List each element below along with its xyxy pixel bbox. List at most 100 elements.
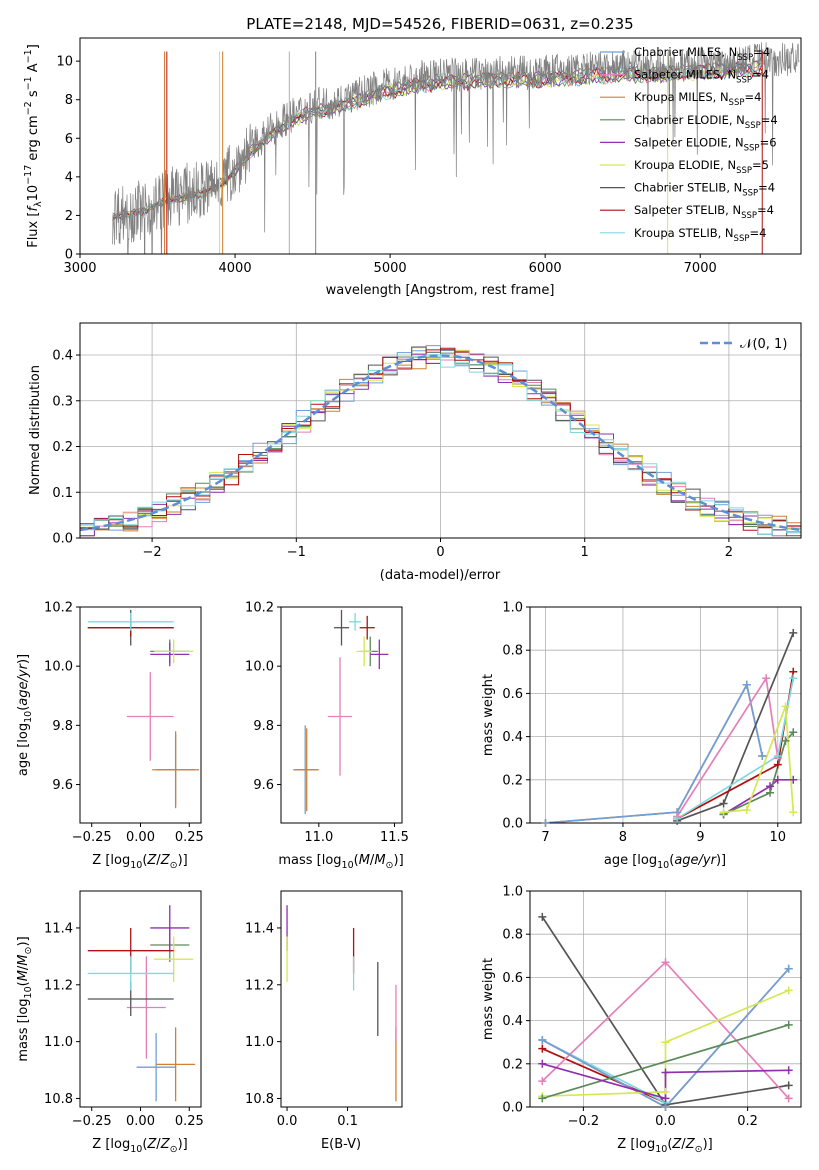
model-spectrum <box>112 61 763 221</box>
weight-vs-metallicity-panel: −0.2 0.0 0.2 0.0 0.2 0.4 0.6 0.8 1.0 mass weight Z… <box>481 885 802 1155</box>
weight-marker <box>773 775 782 784</box>
y-tick-label: 0.0 <box>52 532 73 547</box>
legend-entry: Kroupa ELODIE, NSSP=5 <box>634 158 769 176</box>
figure-title: PLATE=2148, MJD=54526, FIBERID=0631, z=0… <box>246 15 633 33</box>
residual-histogram <box>80 347 801 531</box>
x-tick-label: 0.25 <box>175 1114 204 1129</box>
residual-histogram <box>80 346 801 537</box>
x-axis-label: Z [log10(Z/Z⊙)] <box>92 853 187 871</box>
plot-area <box>545 632 795 823</box>
weight-marker <box>784 964 793 973</box>
y-tick-label: 1.0 <box>502 885 523 900</box>
residual-histogram <box>80 354 801 535</box>
age-vs-metallicity-panel: −0.25 0.00 0.25 9.6 9.8 10.0 10.2 Z [log10(Z/Z⊙… <box>16 601 204 872</box>
x-tick-label: 8 <box>619 830 627 845</box>
x-tick-label: 0.00 <box>126 830 155 845</box>
y-tick-label: 0.2 <box>502 1057 523 1072</box>
weight-marker <box>784 1081 793 1090</box>
legend-entry: Salpeter ELODIE, NSSP=6 <box>634 135 777 153</box>
y-tick-label: 10.8 <box>245 1092 274 1107</box>
y-tick-label: 0.6 <box>502 687 523 702</box>
legend-entry: Chabrier STELIB, NSSP=4 <box>634 181 775 199</box>
x-tick-label: −0.25 <box>72 1114 112 1129</box>
y-axis-label: mass weight <box>481 674 496 756</box>
weight-marker <box>762 674 771 683</box>
weight-marker <box>784 1094 793 1103</box>
x-tick-label: −2 <box>143 545 162 560</box>
legend-entry: Salpeter MILES, NSSP=4 <box>634 68 769 86</box>
axes-frame <box>280 890 403 1108</box>
mass-vs-metallicity-panel: −0.25 0.00 0.25 10.8 11.0 11.2 11.4 Z [log10(Z/… <box>16 890 204 1155</box>
y-tick-label: 11.0 <box>245 1035 274 1050</box>
weight-marker <box>661 1068 670 1077</box>
residuals-panel: −2 −1 0 1 2 0.0 0.1 0.2 0.3 0.4 𝒩(0, 1) (data-model… <box>28 322 802 583</box>
y-tick-label: 0.4 <box>52 349 73 364</box>
y-tick-label: 11.2 <box>245 978 274 993</box>
weight-marker <box>789 808 798 817</box>
weight-series <box>541 968 790 1107</box>
weight-marker <box>661 1103 670 1111</box>
x-tick-label: −1 <box>287 545 306 560</box>
legend-entry: Chabrier MILES, NSSP=4 <box>634 45 770 63</box>
x-tick-label: 0.25 <box>175 830 204 845</box>
x-tick-label: 6000 <box>529 261 562 276</box>
weight-marker <box>784 986 793 995</box>
y-tick-label: 9.6 <box>52 778 73 793</box>
plot-area <box>293 609 389 815</box>
weight-marker <box>758 752 767 761</box>
x-tick-label: 0.2 <box>737 1114 758 1129</box>
y-tick-label: 10.8 <box>44 1092 73 1107</box>
plot-area <box>286 905 397 1102</box>
y-tick-label: 10.0 <box>44 660 73 675</box>
y-tick-label: 0.0 <box>502 1101 523 1116</box>
legend-entry: Salpeter STELIB, NSSP=4 <box>634 203 774 221</box>
weight-marker <box>789 775 798 784</box>
residual-histogram <box>80 345 801 537</box>
age-vs-mass-panel: 11.0 11.5 9.6 9.8 10.0 10.2 mass [log10(M/M⊙)] <box>245 601 409 872</box>
y-tick-label: 0.3 <box>52 394 73 409</box>
weight-series <box>542 1062 789 1100</box>
weight-marker <box>541 819 550 827</box>
x-tick-label: 3000 <box>63 261 96 276</box>
y-tick-label: 0 <box>65 248 73 263</box>
weight-marker <box>781 736 790 745</box>
y-tick-label: 0.6 <box>502 971 523 986</box>
y-axis-label: age [log10(age/yr)] <box>16 654 34 776</box>
x-axis-label: wavelength [Angstrom, rest frame] <box>326 283 555 298</box>
weight-series <box>545 682 764 823</box>
y-tick-label: 0.8 <box>502 928 523 943</box>
weight-marker <box>538 1077 547 1086</box>
weight-series <box>723 706 795 814</box>
y-tick-label: 11.4 <box>245 921 274 936</box>
plot-area <box>112 42 800 254</box>
axes-frame <box>79 606 202 824</box>
weight-marker <box>719 808 728 817</box>
x-tick-label: 0.1 <box>337 1114 358 1129</box>
x-tick-label: 7000 <box>684 261 717 276</box>
axes-frame <box>529 606 802 824</box>
y-tick-label: 10.2 <box>245 601 274 616</box>
x-axis-label: E(B-V) <box>321 1137 361 1152</box>
y-tick-label: 11.2 <box>44 978 73 993</box>
x-tick-label: 0 <box>436 545 444 560</box>
weight-marker <box>742 806 751 815</box>
legend-entry: Chabrier ELODIE, NSSP=4 <box>634 113 778 131</box>
weight-marker <box>661 1094 670 1103</box>
y-axis-label: mass weight <box>481 958 496 1040</box>
x-tick-label: 10 <box>769 830 786 845</box>
y-tick-label: 1.0 <box>502 601 523 616</box>
x-axis-label: (data-model)/error <box>380 568 501 583</box>
weight-series <box>545 682 764 823</box>
y-tick-label: 0.4 <box>502 730 523 745</box>
x-tick-label: 4000 <box>219 261 252 276</box>
y-tick-label: 10.0 <box>245 660 274 675</box>
y-tick-label: 0.4 <box>502 1014 523 1029</box>
weight-marker <box>673 814 682 823</box>
x-axis-label: Z [log10(Z/Z⊙)] <box>92 1137 187 1155</box>
weight-marker <box>538 912 547 921</box>
y-tick-label: 2 <box>65 209 73 224</box>
y-tick-label: 6 <box>65 132 73 147</box>
x-tick-label: 7 <box>541 830 549 845</box>
weight-marker <box>766 788 775 797</box>
weight-marker <box>719 799 728 808</box>
